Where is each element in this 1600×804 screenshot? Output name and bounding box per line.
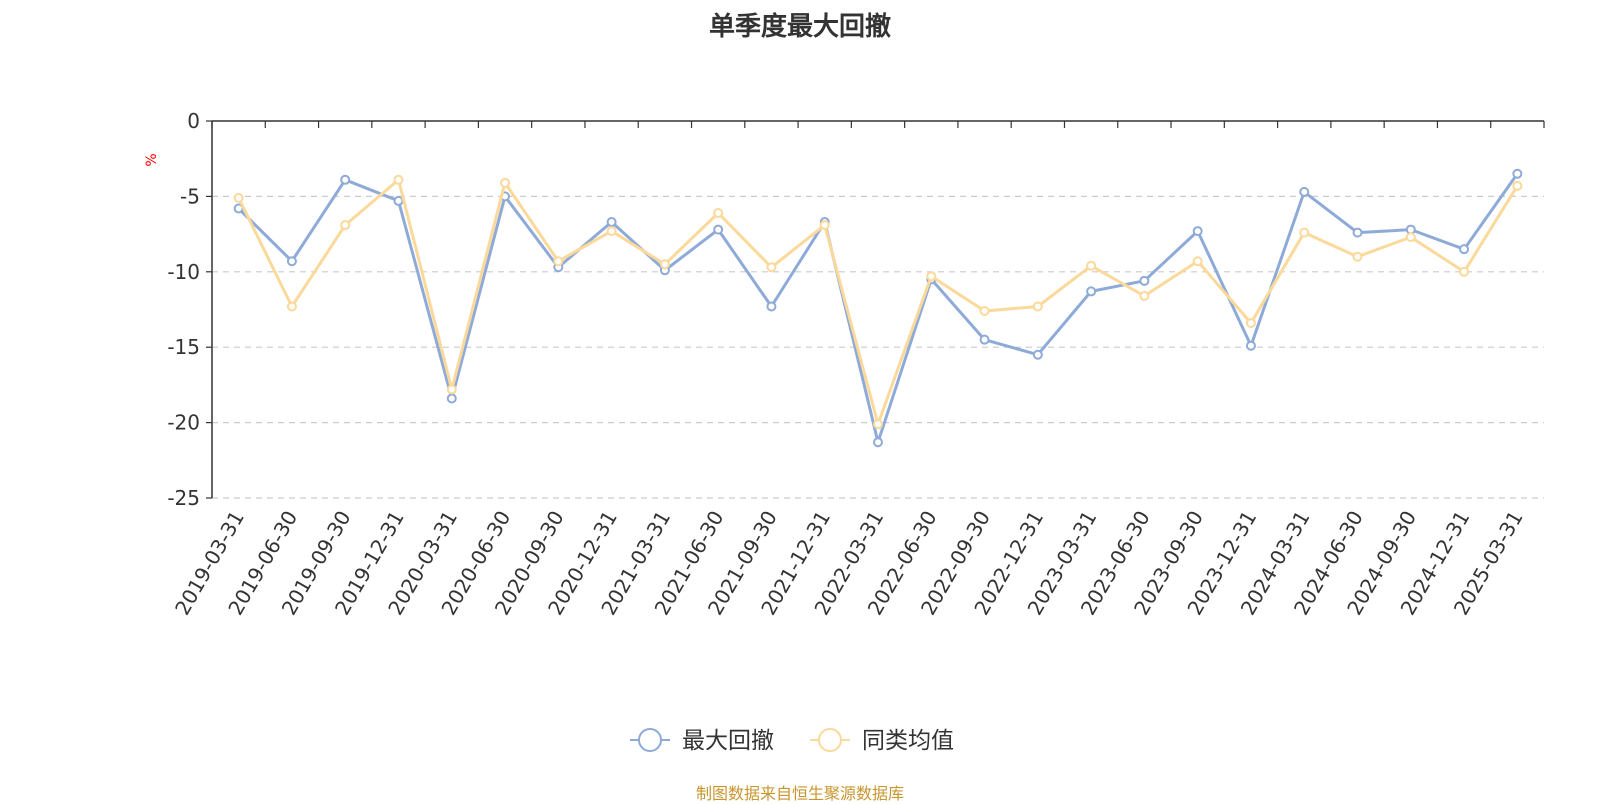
legend: 最大回撤 同类均值 (630, 728, 954, 754)
data-point (446, 393, 457, 404)
data-point (1139, 290, 1150, 301)
data-point (713, 224, 724, 235)
series-line (237, 178, 1519, 426)
y-tick-label: -10 (167, 260, 200, 284)
data-point (819, 220, 830, 231)
data-point (1459, 266, 1470, 277)
data-point (1405, 232, 1416, 243)
data-point (286, 256, 297, 267)
y-tick-label: -15 (167, 335, 200, 359)
line-chart: % 0-5-10-15-20-252019-03-312019-06-30201… (144, 109, 1545, 754)
data-point (340, 174, 351, 185)
y-tick-label: -5 (180, 184, 200, 208)
data-point (1299, 186, 1310, 197)
data-point (1245, 340, 1256, 351)
data-point (393, 174, 404, 185)
data-point (500, 177, 511, 188)
grid-lines (212, 195, 1544, 499)
data-point (553, 256, 564, 267)
data-point (1245, 318, 1256, 329)
legend-label: 同类均值 (862, 728, 954, 754)
series-lines (233, 168, 1523, 448)
data-point (1352, 227, 1363, 238)
data-point (1086, 260, 1097, 271)
data-point (1139, 275, 1150, 286)
data-point (1352, 251, 1363, 262)
data-point (659, 259, 670, 270)
data-point (1512, 168, 1523, 179)
y-tick-label: -20 (167, 411, 200, 435)
legend-label: 最大回撤 (682, 728, 774, 754)
chart-title: 单季度最大回撤 (708, 12, 891, 42)
data-point (979, 334, 990, 345)
data-point (1032, 301, 1043, 312)
data-point (606, 226, 617, 237)
source-note: 制图数据来自恒生聚源数据库 (695, 784, 904, 803)
data-point (1459, 244, 1470, 255)
legend-marker (638, 728, 662, 752)
data-point (340, 220, 351, 231)
data-point (1512, 180, 1523, 191)
data-point (606, 217, 617, 228)
data-point (766, 262, 777, 273)
data-point (766, 301, 777, 312)
data-point (1032, 349, 1043, 360)
axes: 0-5-10-15-20-252019-03-312019-06-302019-… (167, 109, 1545, 619)
y-tick-label: -25 (167, 486, 200, 510)
y-tick-label: 0 (187, 109, 200, 133)
data-point (446, 384, 457, 395)
data-point (1086, 286, 1097, 297)
data-point (979, 306, 990, 317)
data-point (873, 419, 883, 430)
data-point (713, 207, 724, 218)
data-point (393, 195, 404, 206)
data-point (1192, 226, 1203, 237)
y-axis-unit: % (144, 153, 160, 166)
data-point (873, 437, 883, 448)
data-point (1192, 256, 1203, 267)
data-point (926, 271, 937, 282)
legend-marker (818, 728, 842, 752)
data-point (286, 301, 297, 312)
data-point (233, 192, 244, 203)
data-point (1299, 227, 1310, 238)
